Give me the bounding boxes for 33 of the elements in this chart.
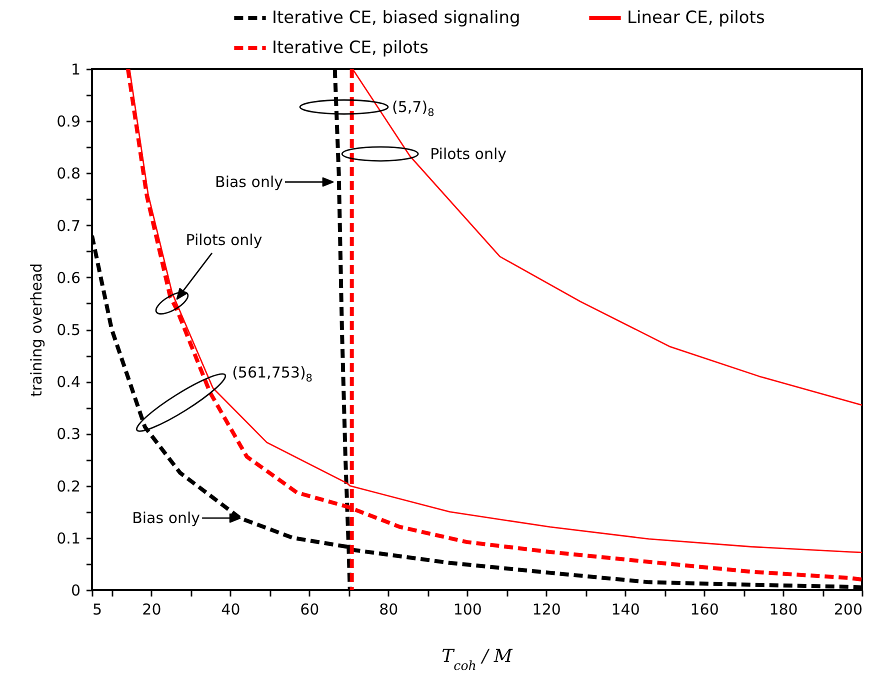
annotation: (5,7)$_{8}$ [392, 98, 434, 119]
y-tick-label: 0.7 [56, 216, 80, 235]
annotation: Pilots only [186, 231, 262, 249]
y-tick-label: 1 [70, 60, 80, 78]
annotation: Bias only [132, 509, 200, 528]
x-tick-label: 60 [300, 600, 320, 618]
annotation: (561,753)$_{8}$ [232, 364, 312, 385]
y-tick-label: 0.9 [56, 112, 80, 131]
legend-label: Linear CE, pilots [627, 8, 765, 28]
legend-label: Iterative CE, biased signaling [272, 8, 520, 28]
x-tick-label: 200 [834, 600, 862, 618]
x-tick-label: 120 [532, 600, 561, 618]
x-tick-label: 180 [769, 600, 798, 618]
x-axis-title: T$_{coh}$ / M [442, 646, 513, 672]
x-tick-label: 140 [611, 600, 640, 618]
y-tick-label: 0.3 [56, 425, 80, 444]
y-tick-label: 0.4 [56, 373, 80, 392]
x-tick-label: 80 [379, 600, 398, 618]
x-tick-label: 40 [221, 600, 240, 618]
annotation: Pilots only [430, 144, 507, 163]
annotation: Bias only [215, 173, 284, 191]
y-axis-title: training overhead [28, 263, 46, 397]
x-tick-label: 100 [453, 600, 482, 618]
legend-label: Iterative CE, pilots [272, 38, 429, 58]
x-tick-label: 160 [690, 600, 719, 618]
x-tick-label: 5 [92, 600, 102, 618]
y-tick-label: 0.1 [56, 529, 80, 548]
x-tick-label: 20 [142, 600, 162, 618]
y-tick-label: 0.2 [56, 477, 80, 496]
y-tick-label: 0.5 [56, 321, 80, 339]
y-tick-label: 0 [70, 582, 80, 600]
y-tick-label: 0.8 [56, 164, 80, 183]
y-tick-label: 0.6 [56, 268, 80, 287]
